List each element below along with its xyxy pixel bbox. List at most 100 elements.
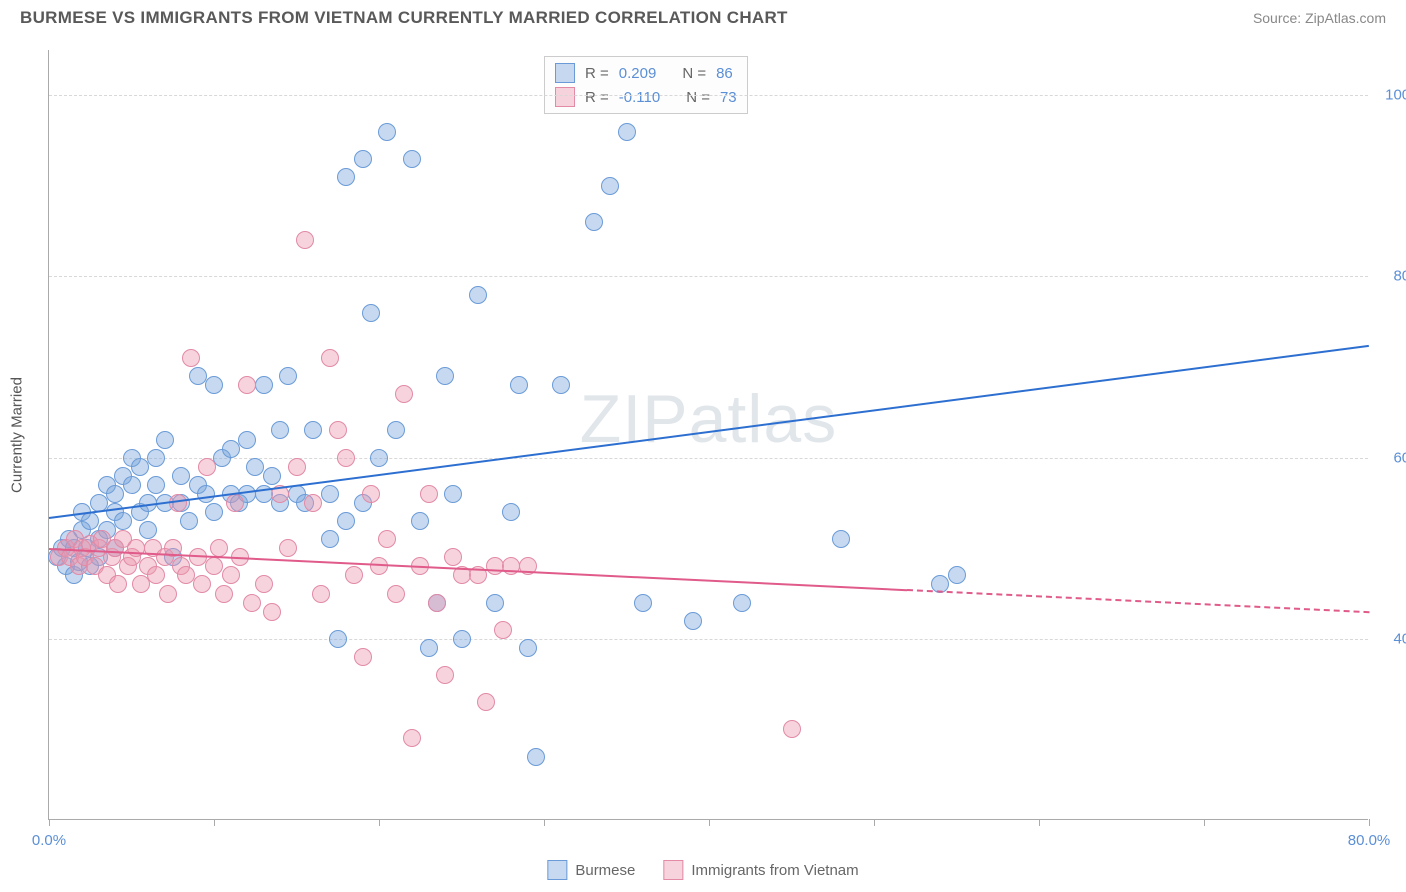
data-point	[585, 213, 603, 231]
gridline	[49, 276, 1368, 277]
data-point	[238, 376, 256, 394]
data-point	[552, 376, 570, 394]
data-point	[205, 376, 223, 394]
data-point	[411, 512, 429, 530]
x-tick	[379, 819, 380, 826]
trend-line	[907, 589, 1369, 613]
data-point	[288, 458, 306, 476]
data-point	[139, 521, 157, 539]
stat-r-label: R =	[585, 89, 609, 106]
data-point	[147, 476, 165, 494]
data-point	[345, 566, 363, 584]
gridline	[49, 458, 1368, 459]
data-point	[255, 376, 273, 394]
data-point	[279, 539, 297, 557]
data-point	[477, 693, 495, 711]
data-point	[263, 603, 281, 621]
data-point	[114, 512, 132, 530]
data-point	[159, 585, 177, 603]
data-point	[337, 168, 355, 186]
swatch-icon	[555, 87, 575, 107]
data-point	[156, 431, 174, 449]
data-point	[246, 458, 264, 476]
data-point	[337, 449, 355, 467]
data-point	[428, 594, 446, 612]
stat-r-value: 0.209	[619, 65, 657, 82]
data-point	[329, 421, 347, 439]
data-point	[453, 630, 471, 648]
data-point	[420, 639, 438, 657]
data-point	[436, 666, 454, 684]
gridline	[49, 639, 1368, 640]
data-point	[494, 621, 512, 639]
x-tick	[709, 819, 710, 826]
data-point	[189, 367, 207, 385]
data-point	[210, 539, 228, 557]
data-point	[321, 485, 339, 503]
data-point	[243, 594, 261, 612]
stat-n-label: N =	[682, 65, 706, 82]
data-point	[486, 594, 504, 612]
data-point	[403, 729, 421, 747]
legend-label: Burmese	[575, 862, 635, 879]
stats-legend-box: R = 0.209 N = 86 R =-0.110N =73	[544, 56, 748, 114]
data-point	[279, 367, 297, 385]
chart-title: BURMESE VS IMMIGRANTS FROM VIETNAM CURRE…	[20, 8, 788, 28]
data-point	[378, 123, 396, 141]
data-point	[362, 485, 380, 503]
data-point	[354, 648, 372, 666]
data-point	[147, 449, 165, 467]
data-point	[182, 349, 200, 367]
data-point	[123, 476, 141, 494]
legend-item-vietnam: Immigrants from Vietnam	[663, 860, 858, 880]
x-tick	[874, 819, 875, 826]
data-point	[147, 566, 165, 584]
data-point	[469, 286, 487, 304]
data-point	[222, 566, 240, 584]
data-point	[321, 530, 339, 548]
stat-row: R =-0.110N =73	[555, 85, 737, 109]
data-point	[486, 557, 504, 575]
data-point	[180, 512, 198, 530]
data-point	[420, 485, 438, 503]
stat-r-label: R =	[585, 65, 609, 82]
stat-n-value: 73	[720, 89, 737, 106]
data-point	[387, 421, 405, 439]
data-point	[354, 150, 372, 168]
data-point	[684, 612, 702, 630]
x-tick	[1369, 819, 1370, 826]
data-point	[263, 467, 281, 485]
scatter-chart: Currently Married ZIPatlas R =0.209N =86…	[48, 50, 1368, 820]
x-tick	[544, 819, 545, 826]
data-point	[634, 594, 652, 612]
data-point	[193, 575, 211, 593]
data-point	[733, 594, 751, 612]
data-point	[321, 349, 339, 367]
data-point	[255, 575, 273, 593]
data-point	[222, 440, 240, 458]
data-point	[304, 421, 322, 439]
swatch-icon	[555, 63, 575, 83]
x-tick	[1039, 819, 1040, 826]
data-point	[304, 494, 322, 512]
y-tick-label: 40.0%	[1376, 630, 1406, 647]
legend-label: Immigrants from Vietnam	[691, 862, 858, 879]
x-tick	[1204, 819, 1205, 826]
data-point	[271, 421, 289, 439]
data-point	[198, 458, 216, 476]
data-point	[197, 485, 215, 503]
x-tick-label: 0.0%	[32, 832, 66, 849]
data-point	[387, 585, 405, 603]
data-point	[226, 494, 244, 512]
y-tick-label: 60.0%	[1376, 449, 1406, 466]
data-point	[502, 503, 520, 521]
data-point	[370, 449, 388, 467]
data-point	[519, 639, 537, 657]
y-tick-label: 100.0%	[1376, 87, 1406, 104]
data-point	[312, 585, 330, 603]
gridline	[49, 95, 1368, 96]
data-point	[296, 231, 314, 249]
data-point	[395, 385, 413, 403]
stat-n-value: 86	[716, 65, 733, 82]
legend-item-burmese: Burmese	[547, 860, 635, 880]
